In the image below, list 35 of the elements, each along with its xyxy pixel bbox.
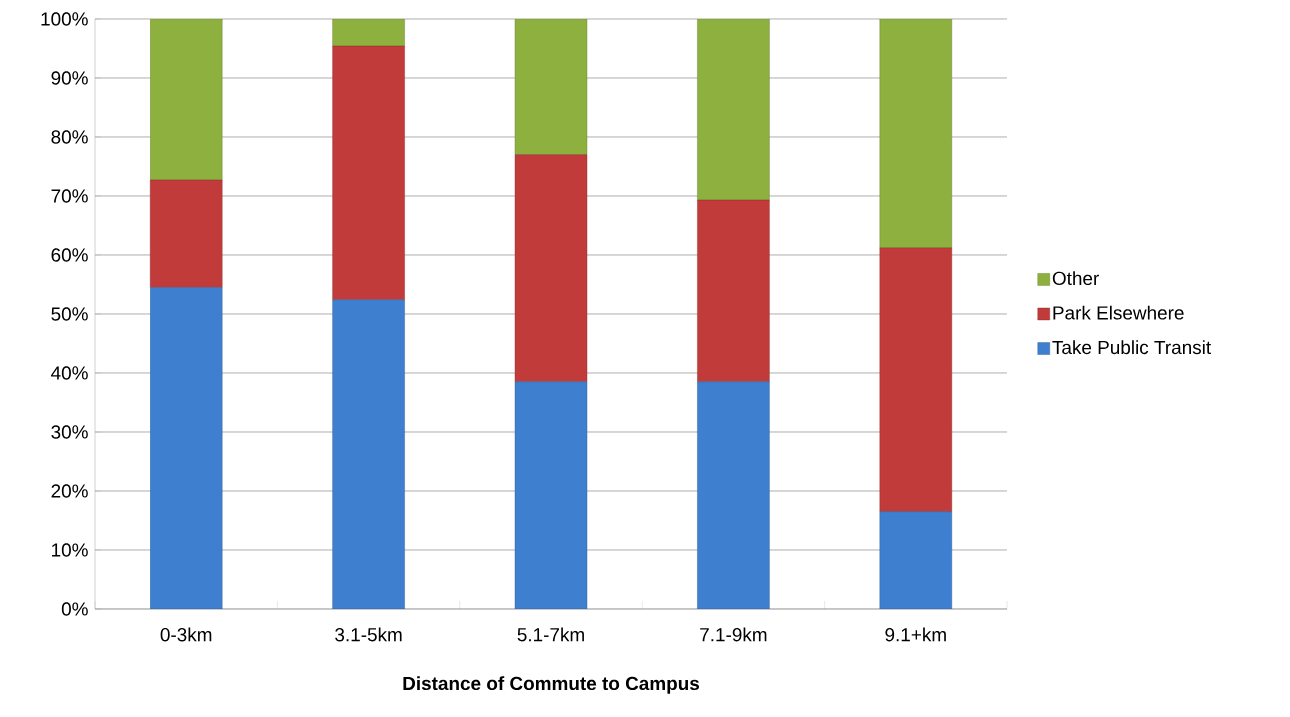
bar	[514, 381, 588, 609]
bar	[150, 18, 223, 181]
legend-label: Take Public Transit	[1052, 340, 1211, 355]
legend-label: Other	[1052, 271, 1099, 286]
bar	[697, 199, 770, 383]
x-tick-label: 0-3km	[160, 627, 212, 642]
x-tick-label: 7.1-9km	[700, 627, 767, 642]
x-axis-title: Distance of Commute to Campus	[403, 676, 700, 694]
y-tick-label: 90%	[51, 71, 88, 85]
y-tick-label: 60%	[51, 248, 88, 262]
bar	[514, 18, 588, 155]
bar	[150, 179, 223, 288]
y-tick-label: 20%	[51, 484, 88, 498]
bar	[332, 45, 405, 301]
bar	[879, 247, 953, 512]
bar	[879, 18, 953, 249]
bar	[879, 511, 953, 609]
y-tick-label: 100%	[41, 12, 88, 26]
bar	[332, 299, 405, 609]
y-tick-label: 80%	[51, 130, 88, 144]
bar	[697, 18, 770, 201]
y-tick-label: 10%	[52, 543, 88, 557]
x-tick-label: 9.1+km	[885, 627, 946, 642]
y-tick-label: 50%	[51, 307, 88, 321]
bar	[514, 154, 588, 383]
legend-label: Park Elsewhere	[1053, 305, 1184, 320]
y-tick-label: 70%	[51, 189, 88, 203]
bar	[332, 18, 405, 47]
bar	[150, 287, 223, 609]
x-tick-label: 5.1-7km	[517, 627, 584, 642]
y-tick-label: 40%	[51, 366, 88, 380]
x-tick-label: 3.1-5km	[335, 627, 402, 642]
y-tick-label: 0%	[61, 602, 88, 616]
bar	[697, 381, 770, 609]
y-tick-label: 30%	[51, 425, 88, 439]
